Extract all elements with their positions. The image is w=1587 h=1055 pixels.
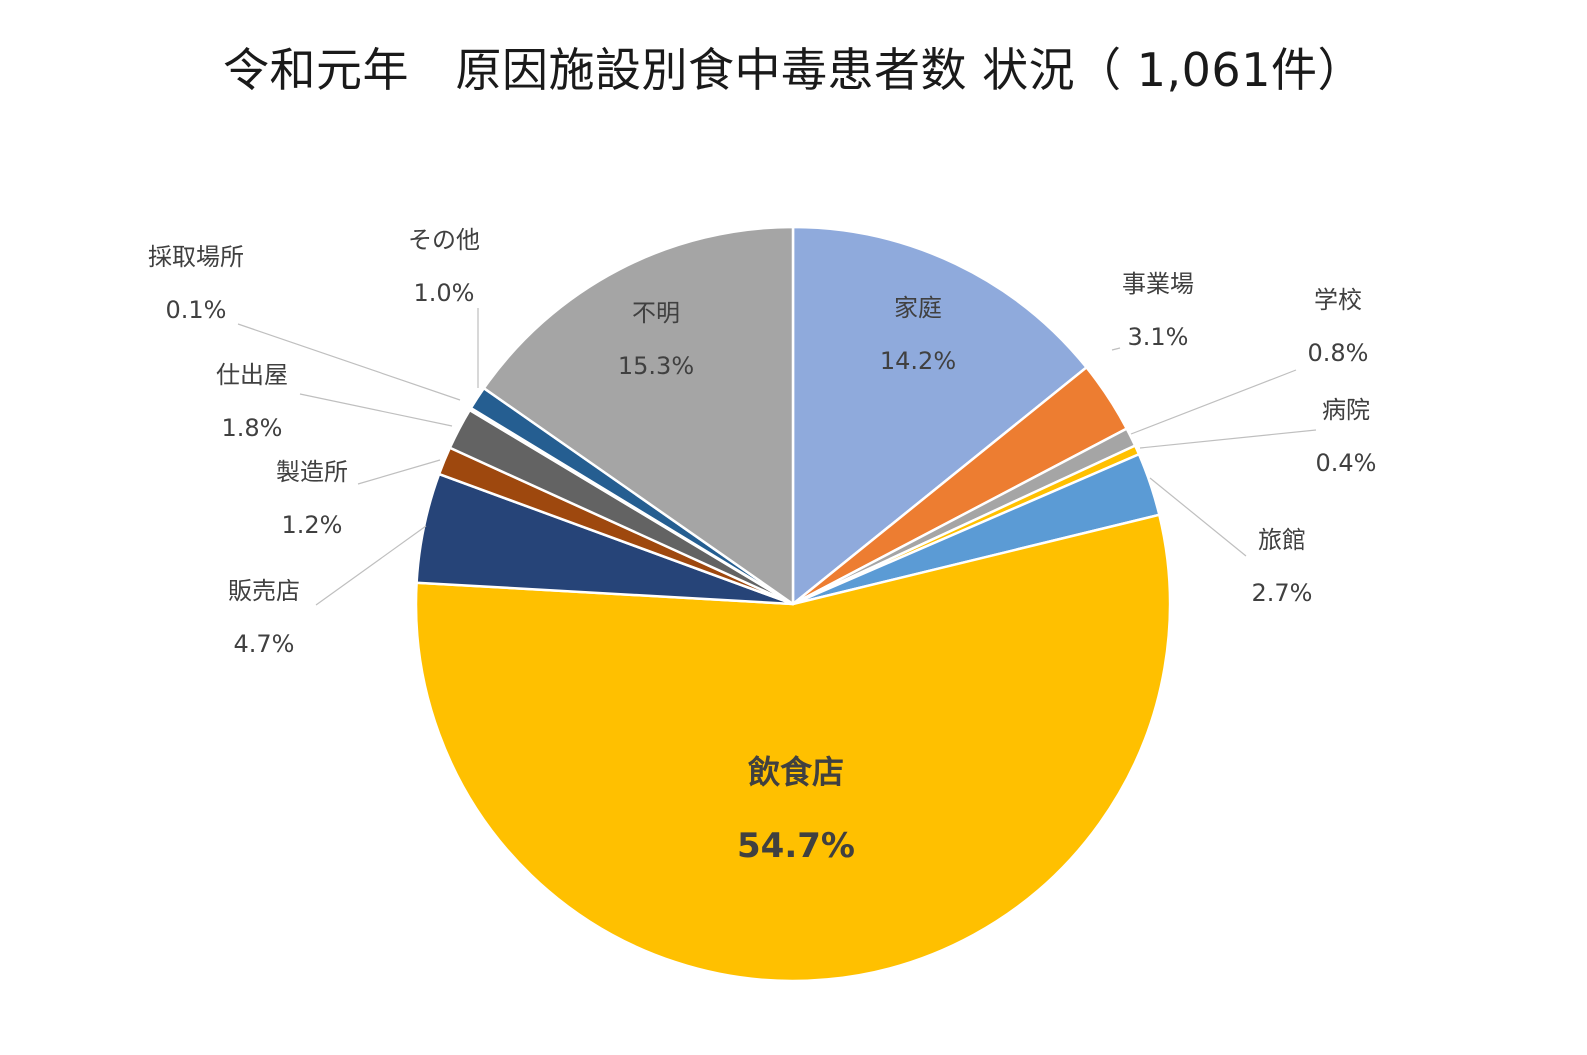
- pie-slice: [482, 225, 795, 606]
- slice-name-label: 販売店: [228, 577, 300, 605]
- slice-value-label: 0.8%: [1308, 339, 1369, 367]
- leader-line: [315, 525, 427, 606]
- slice-value-label: 1.2%: [282, 511, 343, 539]
- slice-name-label: 事業場: [1122, 270, 1194, 298]
- leader-line: [1130, 369, 1297, 435]
- leader-line: [1111, 347, 1121, 351]
- leader-line: [1139, 429, 1317, 449]
- slice-name-label: 仕出屋: [216, 361, 288, 389]
- leader-line: [357, 459, 441, 485]
- pie-slice: [414, 513, 1172, 983]
- leader-lines: [237, 308, 1317, 606]
- leader-line: [237, 323, 461, 401]
- slice-name-label: 採取場所: [148, 243, 244, 271]
- slice-value-label: 15.3%: [618, 352, 694, 380]
- slice-value-label: 54.7%: [737, 826, 855, 866]
- slice-value-label: 1.8%: [222, 414, 283, 442]
- slice-name-label: 不明: [632, 299, 680, 327]
- slice-name-label: 製造所: [276, 458, 348, 486]
- slice-value-label: 0.1%: [166, 296, 227, 324]
- slice-value-label: 14.2%: [880, 347, 956, 375]
- slice-name-label: 学校: [1314, 286, 1362, 314]
- leader-line: [299, 393, 453, 427]
- slice-value-label: 3.1%: [1128, 323, 1189, 351]
- leader-line: [1149, 477, 1247, 557]
- slice-name-label: 家庭: [894, 294, 942, 322]
- slice-value-label: 1.0%: [414, 279, 475, 307]
- slice-value-label: 2.7%: [1252, 579, 1313, 607]
- pie-slices: [414, 225, 1172, 983]
- slice-name-label: 飲食店: [748, 753, 844, 791]
- slice-name-label: 病院: [1322, 396, 1370, 424]
- slice-labels: 家庭 14.2% 事業場 3.1% 学校 0.8% 病院 0.4% 旅館 2.7% 飲食店 54.7%…: [148, 226, 1376, 866]
- slice-value-label: 4.7%: [234, 630, 295, 658]
- slice-name-label: 旅館: [1258, 526, 1306, 554]
- pie-slice: [791, 225, 1088, 606]
- chart-title: 令和元年 原因施設別食中毒患者数 状況（ 1,061件）: [223, 43, 1364, 97]
- slice-name-label: その他: [408, 226, 480, 254]
- slice-value-label: 0.4%: [1316, 449, 1377, 477]
